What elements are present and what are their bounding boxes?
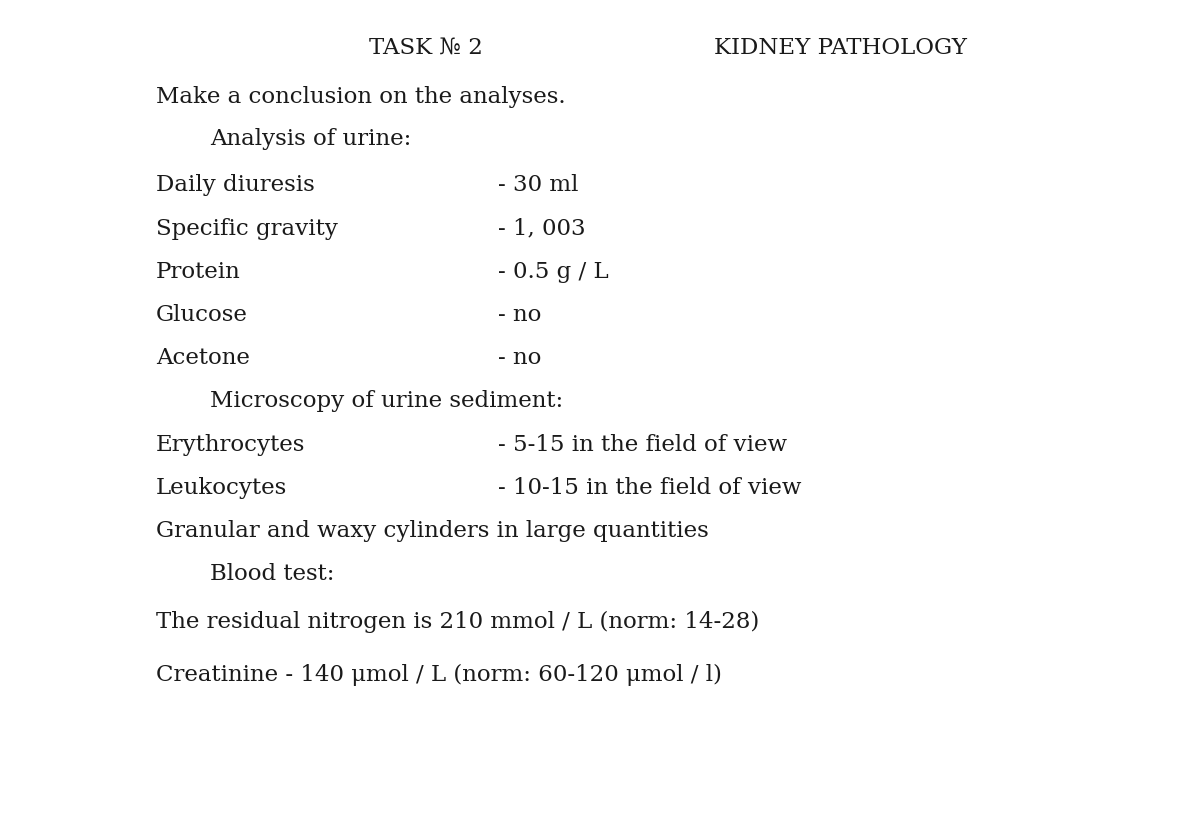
Text: Erythrocytes: Erythrocytes: [156, 434, 305, 456]
Text: - 10-15 in the field of view: - 10-15 in the field of view: [498, 477, 802, 499]
Text: Acetone: Acetone: [156, 347, 250, 369]
Text: - no: - no: [498, 347, 541, 369]
Text: Glucose: Glucose: [156, 304, 248, 326]
Text: Analysis of urine:: Analysis of urine:: [210, 128, 412, 150]
Text: Specific gravity: Specific gravity: [156, 218, 338, 240]
Text: - no: - no: [498, 304, 541, 326]
Text: Daily diuresis: Daily diuresis: [156, 174, 314, 196]
Text: Microscopy of urine sediment:: Microscopy of urine sediment:: [210, 390, 563, 412]
Text: The residual nitrogen is 210 mmol / L (norm: 14-28): The residual nitrogen is 210 mmol / L (n…: [156, 611, 760, 633]
Text: - 1, 003: - 1, 003: [498, 218, 586, 240]
Text: TASK № 2: TASK № 2: [370, 37, 482, 59]
Text: Blood test:: Blood test:: [210, 563, 335, 585]
Text: Protein: Protein: [156, 261, 241, 283]
Text: KIDNEY PATHOLOGY: KIDNEY PATHOLOGY: [714, 37, 967, 59]
Text: Make a conclusion on the analyses.: Make a conclusion on the analyses.: [156, 86, 565, 108]
Text: Leukocytes: Leukocytes: [156, 477, 287, 499]
Text: Granular and waxy cylinders in large quantities: Granular and waxy cylinders in large qua…: [156, 520, 709, 542]
Text: Creatinine - 140 μmol / L (norm: 60-120 μmol / l): Creatinine - 140 μmol / L (norm: 60-120 …: [156, 664, 722, 686]
Text: - 0.5 g / L: - 0.5 g / L: [498, 261, 608, 283]
Text: - 30 ml: - 30 ml: [498, 174, 578, 196]
Text: - 5-15 in the field of view: - 5-15 in the field of view: [498, 434, 787, 456]
